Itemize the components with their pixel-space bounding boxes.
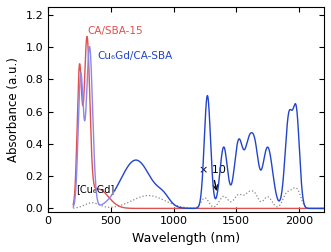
Text: × 10: × 10	[199, 165, 225, 190]
Text: Cu₆Gd/CA-SBA: Cu₆Gd/CA-SBA	[97, 50, 172, 60]
Text: [Cu₆Gd]: [Cu₆Gd]	[76, 184, 114, 194]
Y-axis label: Absorbance (a.u.): Absorbance (a.u.)	[7, 57, 20, 162]
X-axis label: Wavelength (nm): Wavelength (nm)	[132, 232, 240, 245]
Text: CA/SBA-15: CA/SBA-15	[87, 26, 143, 36]
